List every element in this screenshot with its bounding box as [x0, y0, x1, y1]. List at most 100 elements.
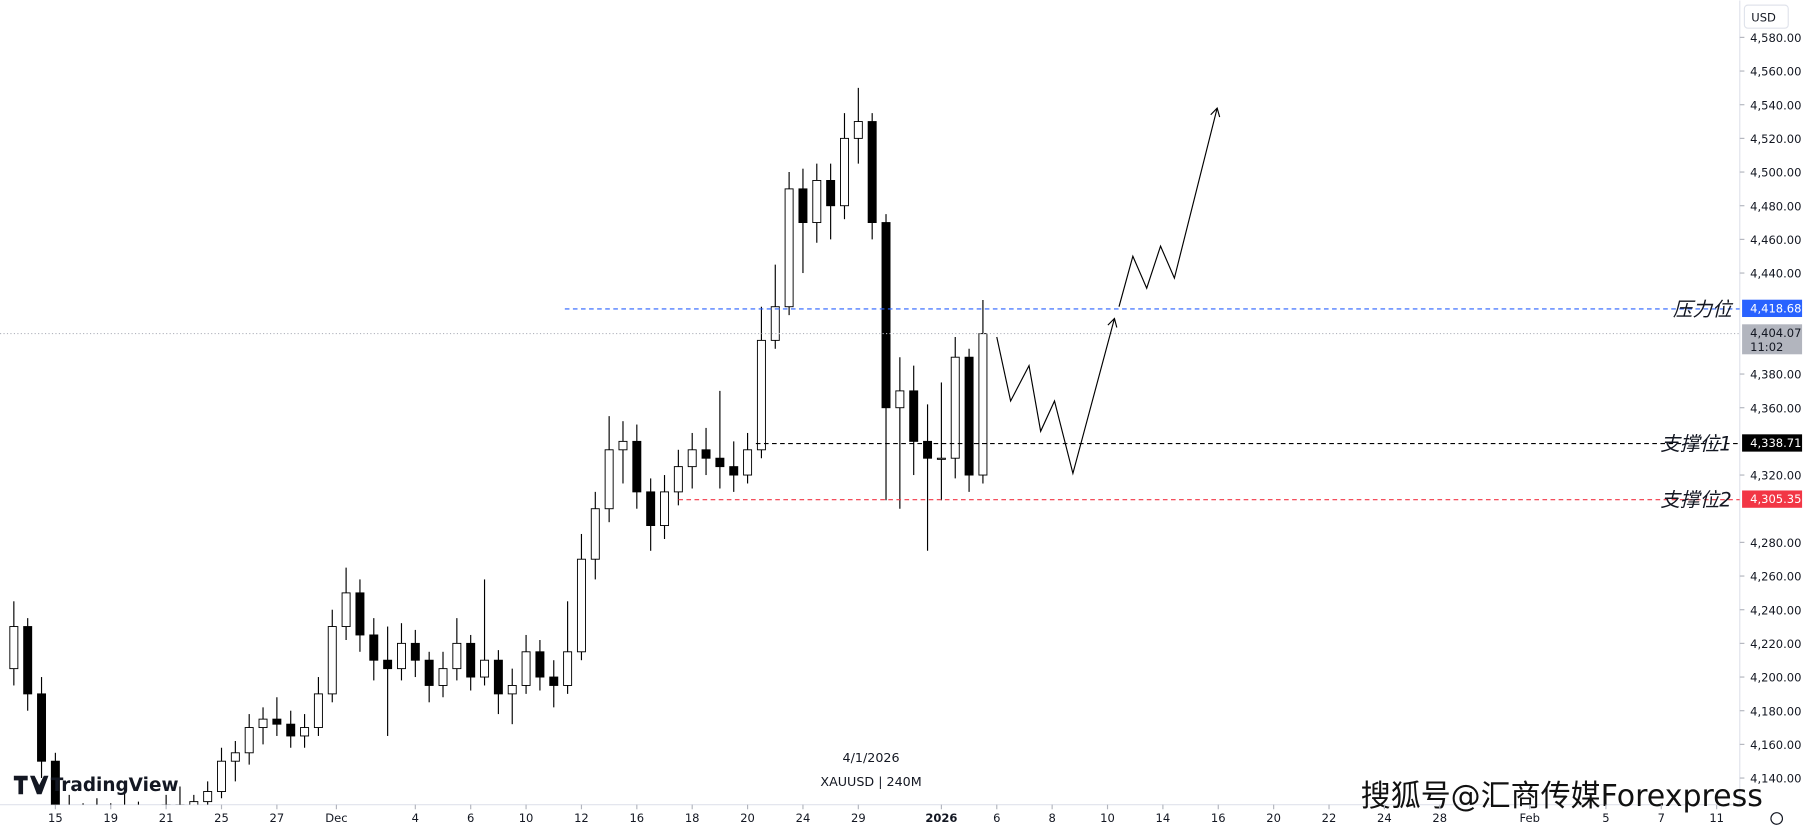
y-tick-label: 4,160.00 [1750, 738, 1801, 752]
y-tick-label: 4,460.00 [1750, 233, 1801, 247]
x-tick-label: 6 [467, 811, 474, 825]
candle-body [383, 659, 393, 670]
candle-body [701, 449, 711, 459]
logo: TradingView [13, 775, 179, 796]
candle-body [687, 449, 697, 468]
y-tick-label: 4,380.00 [1750, 368, 1801, 382]
date-label: 4/1/2026 [843, 750, 900, 765]
x-tick-label: 4 [412, 811, 419, 825]
x-tick-label: 25 [214, 811, 229, 825]
x-tick-label: Feb [1520, 811, 1540, 825]
candle-body [978, 333, 988, 476]
y-tick-label: 4,480.00 [1750, 199, 1801, 213]
candle-body [37, 693, 47, 762]
y-tick-label: 4,140.00 [1750, 772, 1801, 786]
last-price-time: 11:02 [1750, 340, 1783, 354]
y-tick-label: 4,360.00 [1750, 401, 1801, 415]
x-tick-label: 24 [1377, 811, 1392, 825]
x-tick-label: 20 [1266, 811, 1281, 825]
candle-body [203, 791, 213, 803]
candle-body [507, 685, 517, 695]
candle-body [590, 508, 600, 560]
x-tick-label: 11 [1709, 811, 1724, 825]
plot-area [0, 87, 1740, 805]
candle-body [230, 752, 240, 762]
currency-button[interactable] [1743, 4, 1789, 29]
currency[interactable]: USD [1751, 10, 1776, 24]
level-name: 压力位 [1673, 298, 1734, 321]
level-tag [1742, 299, 1803, 318]
x-tick-label: 10 [519, 811, 534, 825]
candle-body [646, 491, 656, 527]
x-tick-label: 5 [1602, 811, 1609, 825]
candle-body [923, 440, 933, 459]
x-tick-label: 18 [685, 811, 700, 825]
candle-body [521, 651, 531, 686]
candle-body [397, 642, 406, 670]
y-tick-label: 4,220.00 [1750, 637, 1801, 651]
watermark: 搜狐号@汇商传媒Forexpress [1361, 779, 1763, 814]
projection-path [1118, 106, 1221, 307]
x-tick-label: 27 [270, 811, 285, 825]
y-tick-label: 4,320.00 [1750, 469, 1801, 483]
y-tick-label: 4,560.00 [1750, 65, 1801, 79]
level-label: 4,305.35 [1750, 492, 1801, 506]
candle-body [895, 390, 905, 409]
level-tag [1742, 434, 1803, 452]
candle-body [950, 356, 960, 459]
y-tick-label: 4,200.00 [1750, 671, 1801, 685]
candle-body [840, 137, 849, 207]
x-tick-label: 14 [1156, 811, 1171, 825]
candle-body [756, 339, 766, 451]
x-tick-label: 21 [159, 811, 174, 825]
candle-body [604, 449, 614, 510]
candle-body [867, 121, 877, 224]
candle-body [9, 626, 19, 670]
candle-body [327, 626, 337, 695]
logo-text: TradingView [51, 775, 179, 796]
x-tick-label: 16 [1211, 811, 1226, 825]
candle-body [300, 727, 310, 737]
x-tick-label: 20 [740, 811, 755, 825]
x-tick-label: 8 [1048, 811, 1055, 825]
candle-body [410, 642, 420, 661]
candle-body [632, 440, 642, 493]
candle-body [286, 723, 296, 737]
x-tick-label: 29 [851, 811, 866, 825]
candle-body [493, 659, 503, 695]
candle-body [272, 718, 282, 725]
last-price-tag [1742, 324, 1803, 355]
x-tick-label: 19 [103, 811, 118, 825]
x-tick-label: Dec [325, 811, 347, 825]
y-tick-label: 4,520.00 [1750, 132, 1801, 146]
candle-body [812, 180, 822, 224]
candle-body [729, 466, 739, 476]
candle-body [50, 760, 60, 805]
candle-body [535, 651, 545, 678]
candle-body [909, 390, 919, 442]
candle-body [480, 659, 490, 678]
level-name: 支撑位2 [1660, 489, 1731, 512]
candle-body [715, 457, 725, 468]
candle-body [853, 121, 863, 139]
candle-body [936, 457, 946, 460]
candle-body [784, 188, 794, 308]
projection-path [996, 317, 1118, 476]
level-tag [1742, 490, 1803, 508]
candle-body [826, 180, 836, 207]
y-tick-label: 4,280.00 [1750, 536, 1801, 550]
candle-body [549, 676, 559, 686]
x-tick-label: 15 [48, 811, 63, 825]
x-tick-label: 6 [993, 811, 1000, 825]
candle-body [341, 592, 351, 628]
x-tick-label: 22 [1322, 811, 1337, 825]
y-tick-label: 4,540.00 [1750, 98, 1801, 112]
settings-icon[interactable] [1770, 812, 1784, 825]
x-tick-label: 10 [1100, 811, 1115, 825]
y-tick-label: 4,240.00 [1750, 603, 1801, 617]
candle-body [313, 693, 323, 729]
y-tick-label: 4,580.00 [1750, 31, 1801, 45]
candle-body [576, 558, 586, 653]
